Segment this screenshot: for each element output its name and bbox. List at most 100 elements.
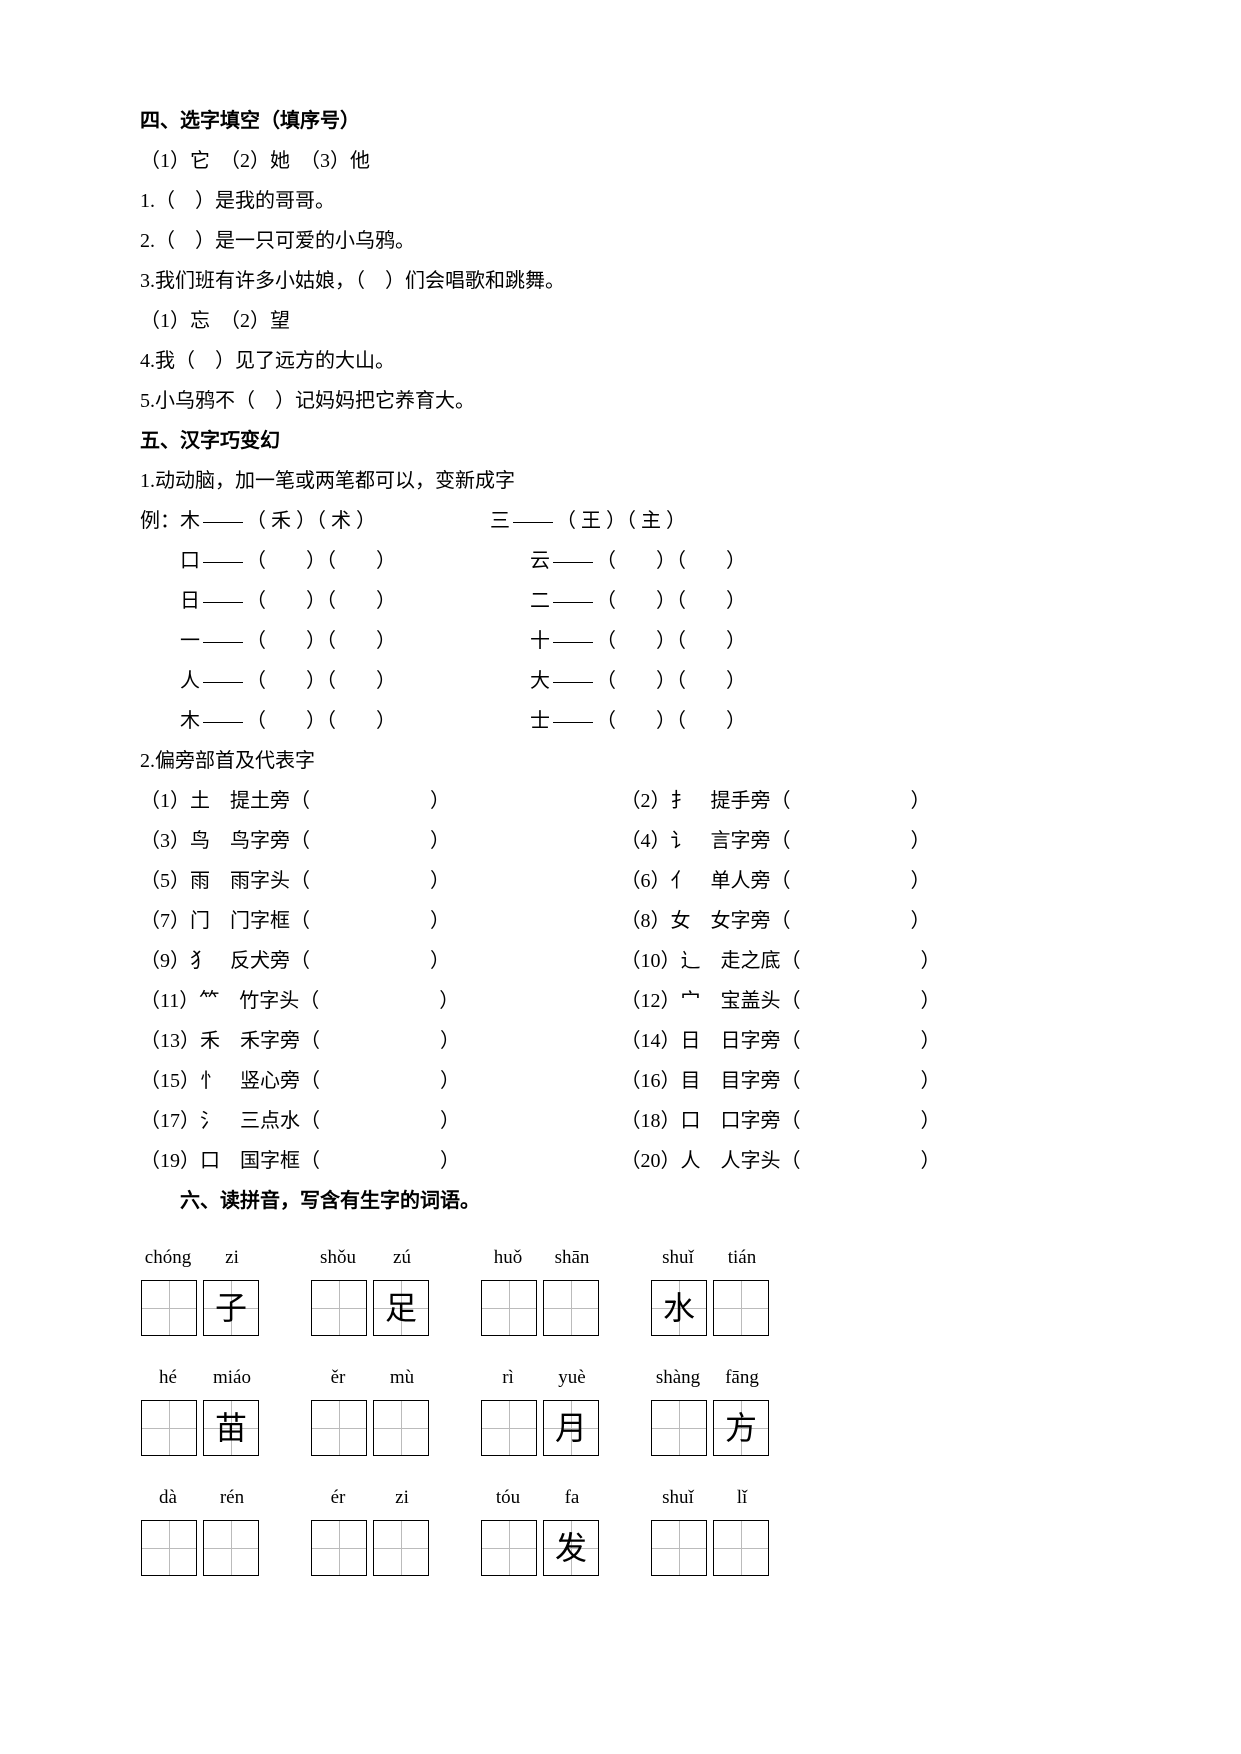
radical-name: 反犬旁 — [230, 950, 290, 972]
radical-char: 讠 — [671, 830, 691, 852]
box-pair: 月 — [481, 1400, 599, 1456]
blank-paren: （ ）（ ） — [246, 630, 396, 652]
char-box: 发 — [543, 1520, 599, 1576]
radical-num: （16） — [621, 1070, 681, 1092]
pinyin-syl: shàng — [650, 1360, 706, 1396]
transform-row: 日（ ）（ ）二（ ）（ ） — [140, 582, 1101, 620]
char-box — [141, 1520, 197, 1576]
radical-char: 女 — [671, 910, 691, 932]
radical-row: （19）口 国字框（）（20）人 人字头（） — [140, 1142, 1101, 1180]
box-pair — [311, 1400, 429, 1456]
radical-row: （9）犭 反犬旁（）（10）辶 走之底（） — [140, 942, 1101, 980]
radical-char: 禾 — [200, 1030, 220, 1052]
q2: 2.（ ）是一只可爱的小乌鸦。 — [140, 222, 1101, 260]
radical-name: 竹字头 — [239, 990, 299, 1012]
left-char: 木 — [180, 710, 200, 732]
left-char: 口 — [180, 550, 200, 572]
char-box — [311, 1400, 367, 1456]
char-box: 子 — [203, 1280, 259, 1336]
example-row: 例：木（ 禾 ）（ 术 ） 三（ 王 ）（ 主 ） — [140, 502, 1101, 540]
box-pair: 水 — [651, 1280, 769, 1336]
transform-row: 一（ ）（ ）十（ ）（ ） — [140, 622, 1101, 660]
radical-char: 目 — [681, 1070, 701, 1092]
pinyin-row: chóngzi子shǒuzú足huǒshānshuǐtián水 — [140, 1240, 1101, 1336]
right-char: 十 — [530, 630, 550, 652]
radical-name: 言字旁 — [711, 830, 771, 852]
pinyin-group: tóufa 发 — [480, 1480, 600, 1576]
radical-num: （17） — [140, 1110, 200, 1132]
section5-title: 五、汉字巧变幻 — [140, 422, 1101, 460]
dash-icon — [553, 562, 593, 563]
radical-char: 宀 — [681, 990, 701, 1012]
radical-row: （17）氵 三点水（）（18）口 口字旁（） — [140, 1102, 1101, 1140]
radical-name: 宝盖头 — [721, 990, 781, 1012]
char-box — [713, 1520, 769, 1576]
char-box — [481, 1400, 537, 1456]
pinyin-labels: rìyuè — [480, 1360, 600, 1396]
radical-char: 口 — [681, 1110, 701, 1132]
pinyin-labels: érzi — [310, 1480, 430, 1516]
radical-num: （12） — [621, 990, 681, 1012]
pinyin-labels: shàngfāng — [650, 1360, 770, 1396]
blank-paren: （ ）（ ） — [246, 590, 396, 612]
dash-icon — [513, 522, 553, 523]
pinyin-labels: tóufa — [480, 1480, 600, 1516]
char-box — [141, 1280, 197, 1336]
box-pair: 方 — [651, 1400, 769, 1456]
radical-num: （18） — [621, 1110, 681, 1132]
pinyin-syl: miáo — [204, 1360, 260, 1396]
radical-char: 土 — [190, 790, 210, 812]
sub2: 2.偏旁部首及代表字 — [140, 742, 1101, 780]
pinyin-syl: shān — [544, 1240, 600, 1276]
ex-l-char: 例：木 — [140, 510, 200, 532]
transform-row: 口（ ）（ ）云（ ）（ ） — [140, 542, 1101, 580]
right-char: 士 — [530, 710, 550, 732]
radical-char: 扌 — [671, 790, 691, 812]
box-pair: 足 — [311, 1280, 429, 1336]
radical-num: （9） — [140, 950, 190, 972]
radical-char: 鸟 — [190, 830, 210, 852]
radical-row: （3）鸟 鸟字旁（）（4）讠 言字旁（） — [140, 822, 1101, 860]
pinyin-syl: tóu — [480, 1480, 536, 1516]
char-box — [311, 1520, 367, 1576]
dash-icon — [203, 682, 243, 683]
char-box — [713, 1280, 769, 1336]
pinyin-group: shuǐtián水 — [650, 1240, 770, 1336]
pinyin-syl: dà — [140, 1480, 196, 1516]
char-box — [373, 1400, 429, 1456]
radical-char: 氵 — [200, 1110, 220, 1132]
radical-name: 口字旁 — [721, 1110, 781, 1132]
radical-name: 提手旁 — [711, 790, 771, 812]
radical-num: （14） — [621, 1030, 681, 1052]
right-char: 云 — [530, 550, 550, 572]
blank-paren: （ ）（ ） — [246, 670, 396, 692]
radical-num: （20） — [621, 1150, 681, 1172]
left-char: 一 — [180, 630, 200, 652]
pinyin-labels: shuǐlǐ — [650, 1480, 770, 1516]
transform-row: 木（ ）（ ）士（ ）（ ） — [140, 702, 1101, 740]
radical-char: 口 — [200, 1150, 220, 1172]
radical-num: （4） — [621, 830, 671, 852]
radical-num: （8） — [621, 910, 671, 932]
dash-icon — [203, 642, 243, 643]
pinyin-syl: ěr — [310, 1360, 366, 1396]
radical-num: （2） — [621, 790, 671, 812]
pinyin-row: dàrénérzitóufa发shuǐlǐ — [140, 1480, 1101, 1576]
char-box: 月 — [543, 1400, 599, 1456]
q4: 4.我（ ）见了远方的大山。 — [140, 342, 1101, 380]
sub1: 1.动动脑，加一笔或两笔都可以，变新成字 — [140, 462, 1101, 500]
char-box — [373, 1520, 429, 1576]
section4-title: 四、选字填空（填序号） — [140, 102, 1101, 140]
radical-row: （1）土 提土旁（）（2）扌 提手旁（） — [140, 782, 1101, 820]
pinyin-syl: zú — [374, 1240, 430, 1276]
blank-paren: （ ）（ ） — [246, 710, 396, 732]
radical-num: （6） — [621, 870, 671, 892]
pinyin-syl: hé — [140, 1360, 196, 1396]
pinyin-group: chóngzi子 — [140, 1240, 260, 1336]
radical-name: 日字旁 — [721, 1030, 781, 1052]
radical-char: 犭 — [190, 950, 210, 972]
pinyin-group: hémiáo 苗 — [140, 1360, 260, 1456]
blank-paren: （ ）（ ） — [596, 550, 746, 572]
radical-name: 人字头 — [721, 1150, 781, 1172]
box-pair: 苗 — [141, 1400, 259, 1456]
